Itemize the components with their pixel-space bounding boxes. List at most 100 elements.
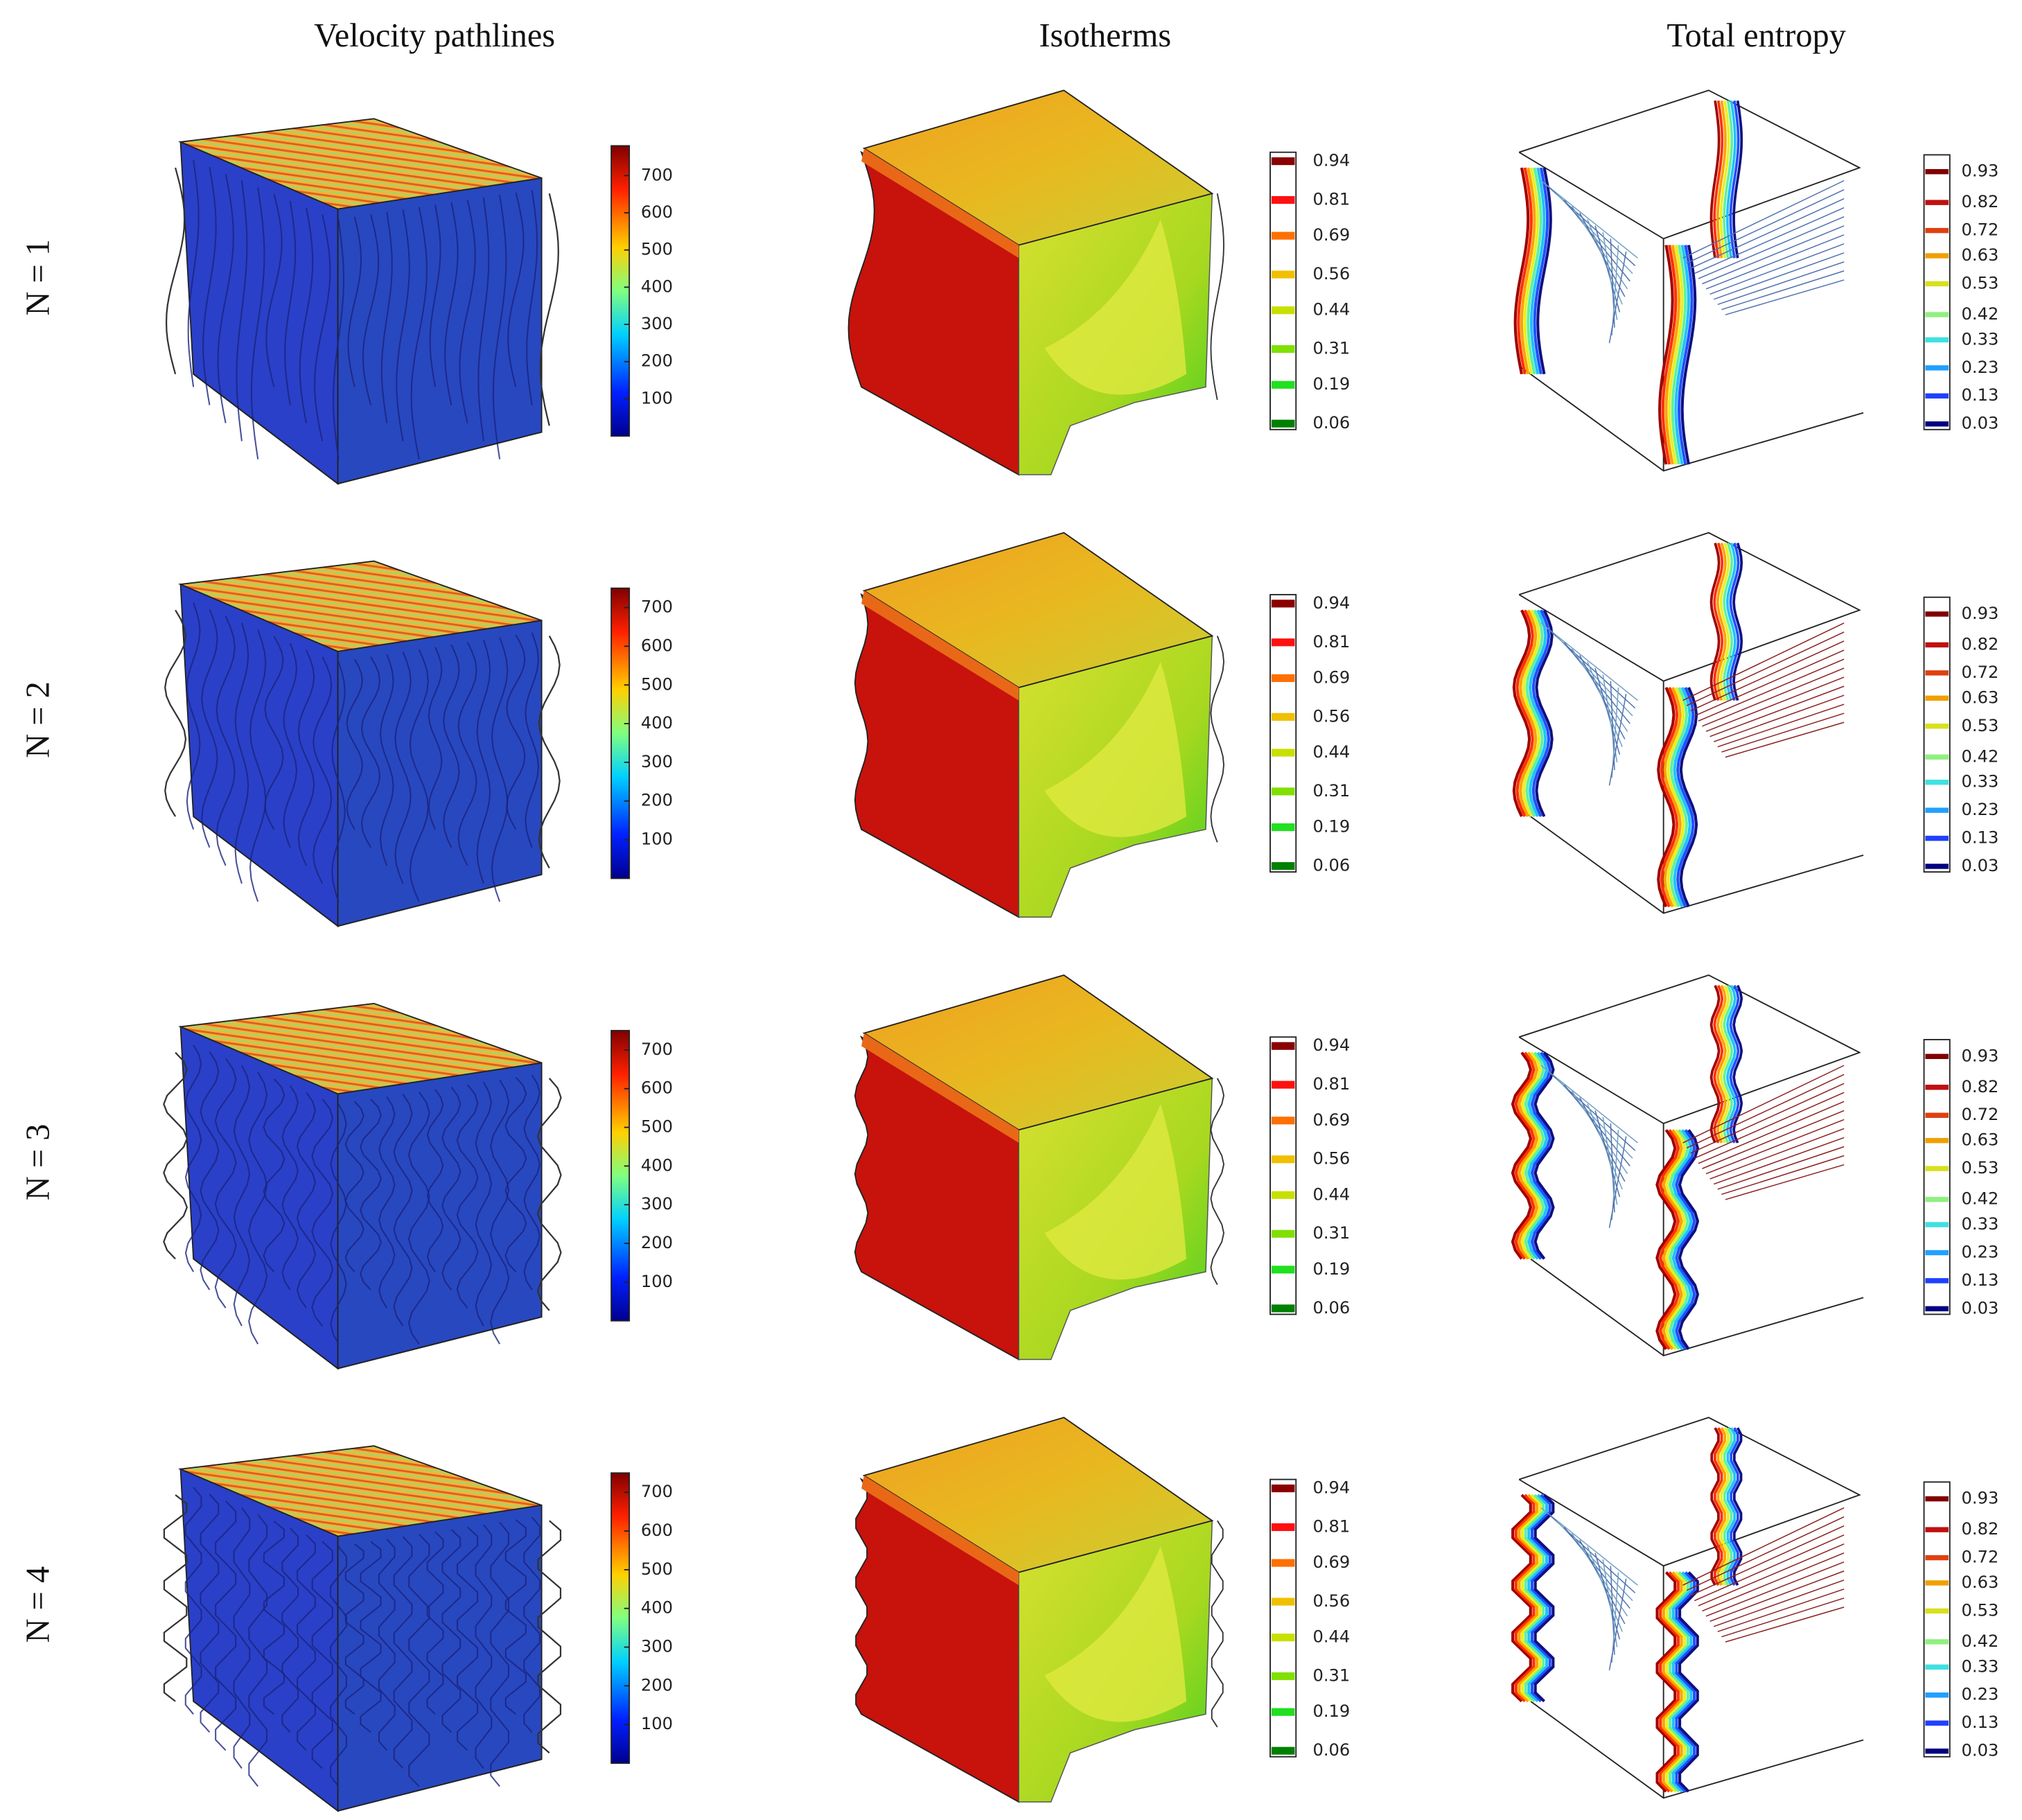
entropy-band — [1663, 687, 1682, 908]
entropy-band — [1665, 1571, 1687, 1793]
cube-edge — [193, 1258, 542, 1370]
tick-label: 0.63 — [1962, 245, 1999, 265]
entropy-contour — [1713, 694, 1845, 742]
tick-label: 0.94 — [1312, 593, 1350, 613]
pathline — [360, 1099, 383, 1290]
tick-label: 0.23 — [1962, 1685, 1999, 1704]
tick-label: 0.53 — [1962, 1600, 1999, 1620]
entropy-contour — [1686, 189, 1845, 264]
entropy-band — [1529, 167, 1546, 375]
tick-label: 700 — [641, 1040, 673, 1059]
level-band — [1271, 1117, 1295, 1125]
tick-label: 0.93 — [1962, 161, 1999, 181]
pathline — [311, 1099, 334, 1327]
entropy-contour — [1702, 225, 1845, 285]
entropy-contour — [1556, 1520, 1633, 1602]
entropy-band — [1726, 1427, 1737, 1586]
pathline — [475, 1524, 493, 1769]
tick-label: 0.53 — [1962, 273, 1999, 292]
entropy-contour — [1556, 636, 1633, 717]
entropy-band — [1713, 543, 1724, 701]
tick-label: 0.81 — [1312, 1516, 1350, 1536]
entropy-band — [1671, 1129, 1693, 1350]
tick-label: 200 — [641, 791, 673, 810]
pathline — [297, 649, 315, 866]
tick-label: 0.56 — [1312, 1149, 1350, 1169]
entropy-band — [1524, 1494, 1545, 1703]
level-band — [1925, 253, 1949, 259]
isotherm-cube — [854, 532, 1224, 918]
entropy-contour — [1694, 1092, 1845, 1159]
level-band — [1271, 861, 1295, 870]
pathline — [492, 195, 507, 460]
entropy-contour — [1698, 1101, 1845, 1164]
entropy-band — [1678, 1129, 1700, 1350]
level-band — [1925, 1196, 1949, 1202]
tick-label: 0.63 — [1962, 1573, 1999, 1592]
tick-label: 0.44 — [1312, 742, 1350, 762]
entropy-band — [1677, 245, 1694, 465]
level-band — [1925, 670, 1949, 676]
entropy-contour — [1713, 1580, 1845, 1627]
entropy-contour — [1721, 712, 1845, 753]
entropy-contour — [1694, 207, 1845, 274]
pathline — [360, 656, 381, 848]
cube-top — [177, 560, 542, 652]
tick-label: 0.06 — [1312, 855, 1350, 875]
level-band — [1271, 1230, 1295, 1238]
level-band — [1925, 1580, 1949, 1586]
level-band — [1925, 611, 1949, 617]
level-band — [1925, 227, 1949, 234]
pathline — [281, 1085, 299, 1290]
tick-label: 400 — [641, 1598, 673, 1618]
entropy-band — [1709, 543, 1721, 701]
entropy-contour — [1709, 1570, 1845, 1622]
entropy-cube — [1513, 89, 1864, 472]
pathline — [444, 202, 459, 405]
tick-label: 100 — [641, 1272, 673, 1291]
tick-label: 0.19 — [1312, 374, 1350, 394]
pathline — [233, 1065, 251, 1327]
entropy-band — [1671, 1571, 1693, 1793]
entropy-band — [1678, 1571, 1699, 1793]
entropy-contour — [1709, 1128, 1845, 1180]
pathline — [264, 636, 284, 830]
tick-label: 0.33 — [1962, 772, 1999, 791]
pathline — [379, 654, 394, 866]
pathline — [360, 1541, 382, 1733]
pathline — [410, 207, 428, 460]
tick-label: 0.72 — [1962, 1105, 1999, 1124]
entropy-contour — [1682, 1507, 1845, 1586]
tick-label: 600 — [641, 636, 673, 655]
pathline — [331, 661, 346, 902]
level-band — [1271, 712, 1295, 721]
entropy-contour — [1702, 1110, 1845, 1169]
entropy-contour — [1686, 1074, 1845, 1149]
isotherm-band — [861, 1033, 1019, 1143]
velocity-cube — [164, 560, 561, 928]
cube-edge — [164, 609, 187, 817]
entropy-band — [1723, 985, 1734, 1144]
entropy-contour — [1721, 1155, 1845, 1196]
pathline — [506, 634, 526, 830]
entropy-contour — [1705, 1561, 1845, 1617]
entropy-contour — [1721, 270, 1845, 310]
cube-edge — [1518, 89, 1861, 240]
level-band — [1925, 1085, 1949, 1090]
pathline — [378, 1539, 396, 1751]
entropy-contour — [1694, 1534, 1845, 1602]
cube-edge — [1521, 1694, 1864, 1799]
cube-edge — [1521, 367, 1864, 472]
tick-label: 0.13 — [1962, 828, 1999, 848]
entropy-contour — [1594, 1552, 1621, 1640]
cube-edge — [193, 816, 542, 927]
entropy-band — [1528, 609, 1547, 817]
pathline — [523, 1074, 540, 1290]
level-band — [1271, 749, 1295, 757]
cube-edge — [537, 1520, 562, 1753]
cube-edge — [193, 374, 542, 484]
entropy-band — [1716, 543, 1727, 701]
entropy-band — [1520, 167, 1536, 375]
level-band — [1925, 1720, 1949, 1726]
entropy-band — [1729, 100, 1740, 259]
